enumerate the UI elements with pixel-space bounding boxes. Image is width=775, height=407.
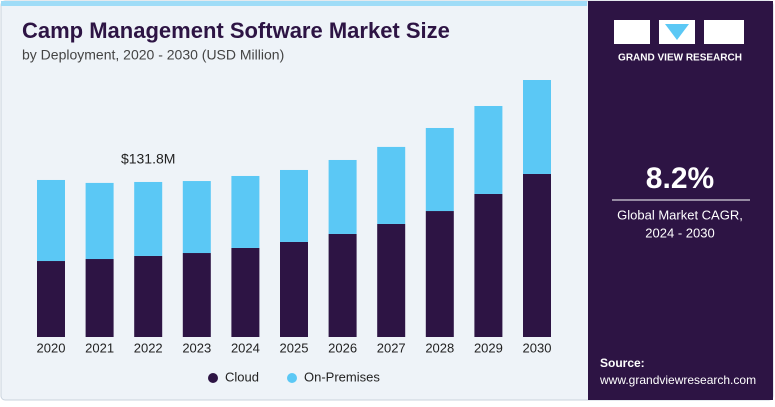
x-tick-label: 2021 [85,340,114,355]
bar-segment [231,175,260,248]
bar-segment [523,80,551,174]
x-tick-label: 2029 [474,340,503,355]
source: www.grandviewresearch.com [599,373,756,387]
x-tick-label: 2020 [37,340,66,355]
bar-segment [474,193,503,337]
logo-block [704,20,744,44]
annotation: $131.8M [121,151,175,167]
bar-segment [377,146,406,224]
cagr-label: 2024 - 2030 [645,225,714,240]
bar-segment [134,181,163,256]
bar-segment [37,179,65,262]
bar-segment [182,181,211,254]
bar-segment [182,253,211,337]
x-tick-label: 2023 [182,340,211,355]
x-tick-label: 2030 [523,340,552,355]
bar-segment [280,169,308,242]
chart-title: Camp Management Software Market Size [22,18,450,43]
bar-segment [328,233,357,337]
bar-segment [425,127,454,212]
bar-segment [134,255,163,337]
bar-segment [377,223,406,337]
bar-segment [328,159,357,234]
logo [614,20,744,44]
x-tick-label: 2028 [425,340,454,355]
bar-segment [231,247,260,337]
logo-arrow [665,24,689,40]
x-tick-label: 2026 [328,340,357,355]
x-tick-label: 2027 [377,340,406,355]
bar-segment [425,211,454,337]
chart-subtitle: by Deployment, 2020 - 2030 (USD Million) [22,47,284,63]
bar-segment [280,241,308,337]
logo-block [614,20,650,44]
bar-segment [37,261,65,337]
legend-label: Cloud [225,369,259,384]
x-tick-label: 2022 [134,340,163,355]
cagr-value: 8.2% [646,162,714,195]
bar-segment [474,105,503,194]
top-stripe [1,1,587,6]
x-tick-label: 2025 [280,340,309,355]
cagr-label: Global Market CAGR, [617,207,743,222]
source-label: Source: [600,356,645,370]
bar-segment [523,173,551,337]
brand: GRAND VIEW RESEARCH [618,53,742,64]
bar-segment [85,182,114,260]
bar-segment [85,259,114,337]
x-tick-label: 2024 [231,340,260,355]
legend-swatch [208,373,218,383]
legend-swatch [287,373,297,383]
legend-label: On-Premises [304,369,380,384]
